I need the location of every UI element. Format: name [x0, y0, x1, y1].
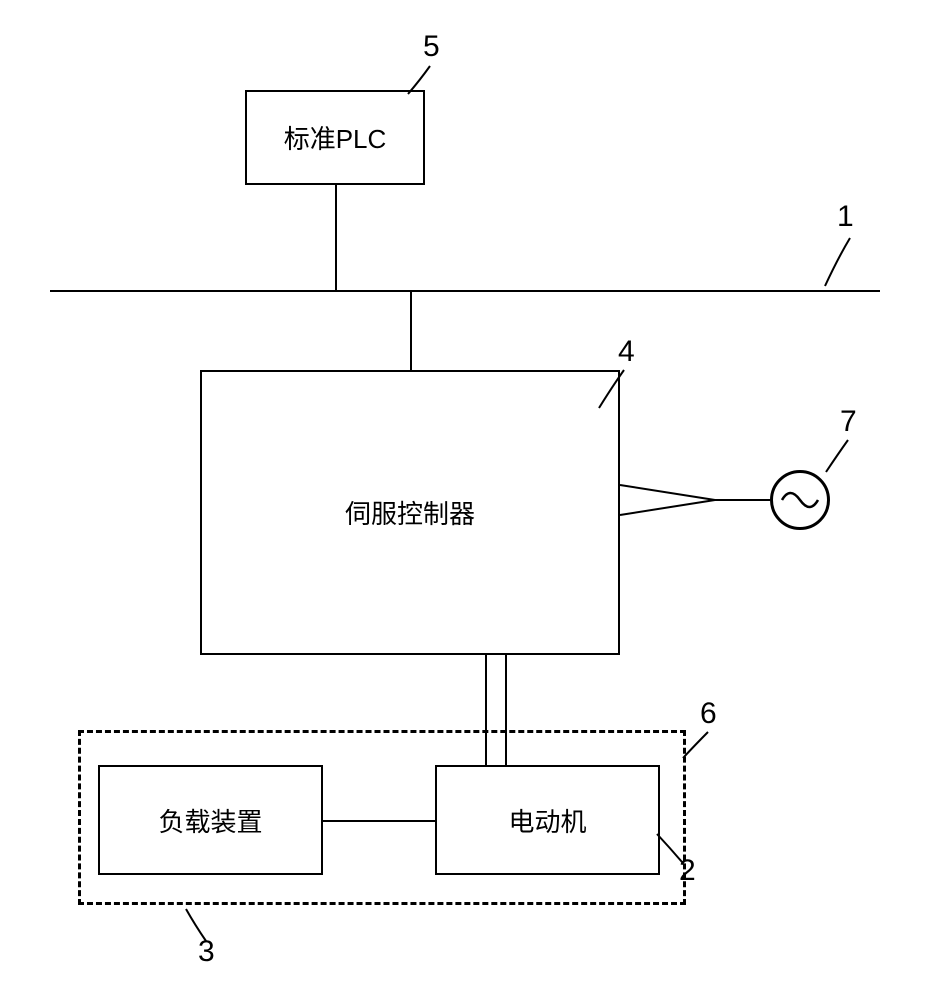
block-motor: 电动机: [435, 765, 660, 875]
load-label: 负载装置: [158, 802, 262, 839]
label-3: 3: [198, 935, 215, 969]
label-2: 2: [679, 854, 696, 888]
sine-icon: [780, 490, 820, 510]
motor-label: 电动机: [508, 802, 586, 839]
edge-plc-bus: [335, 185, 337, 290]
leader-4: [594, 362, 634, 412]
edge-motor-load: [323, 820, 435, 822]
edge-bus-servo: [410, 290, 412, 370]
leader-5: [402, 58, 442, 98]
label-7: 7: [840, 405, 857, 439]
plc-label: 标准PLC: [284, 119, 387, 156]
bus-line: [50, 290, 880, 292]
label-5: 5: [423, 30, 440, 64]
block-plc: 标准PLC: [245, 90, 425, 185]
ac-source: [770, 470, 830, 530]
edge-servo-ac: [620, 475, 772, 525]
label-1: 1: [837, 200, 854, 234]
servo-label: 伺服控制器: [345, 494, 475, 531]
block-load: 负载装置: [98, 765, 323, 875]
label-4: 4: [618, 335, 635, 369]
leader-1: [820, 228, 880, 290]
block-servo: 伺服控制器: [200, 370, 620, 655]
label-6: 6: [700, 697, 717, 731]
